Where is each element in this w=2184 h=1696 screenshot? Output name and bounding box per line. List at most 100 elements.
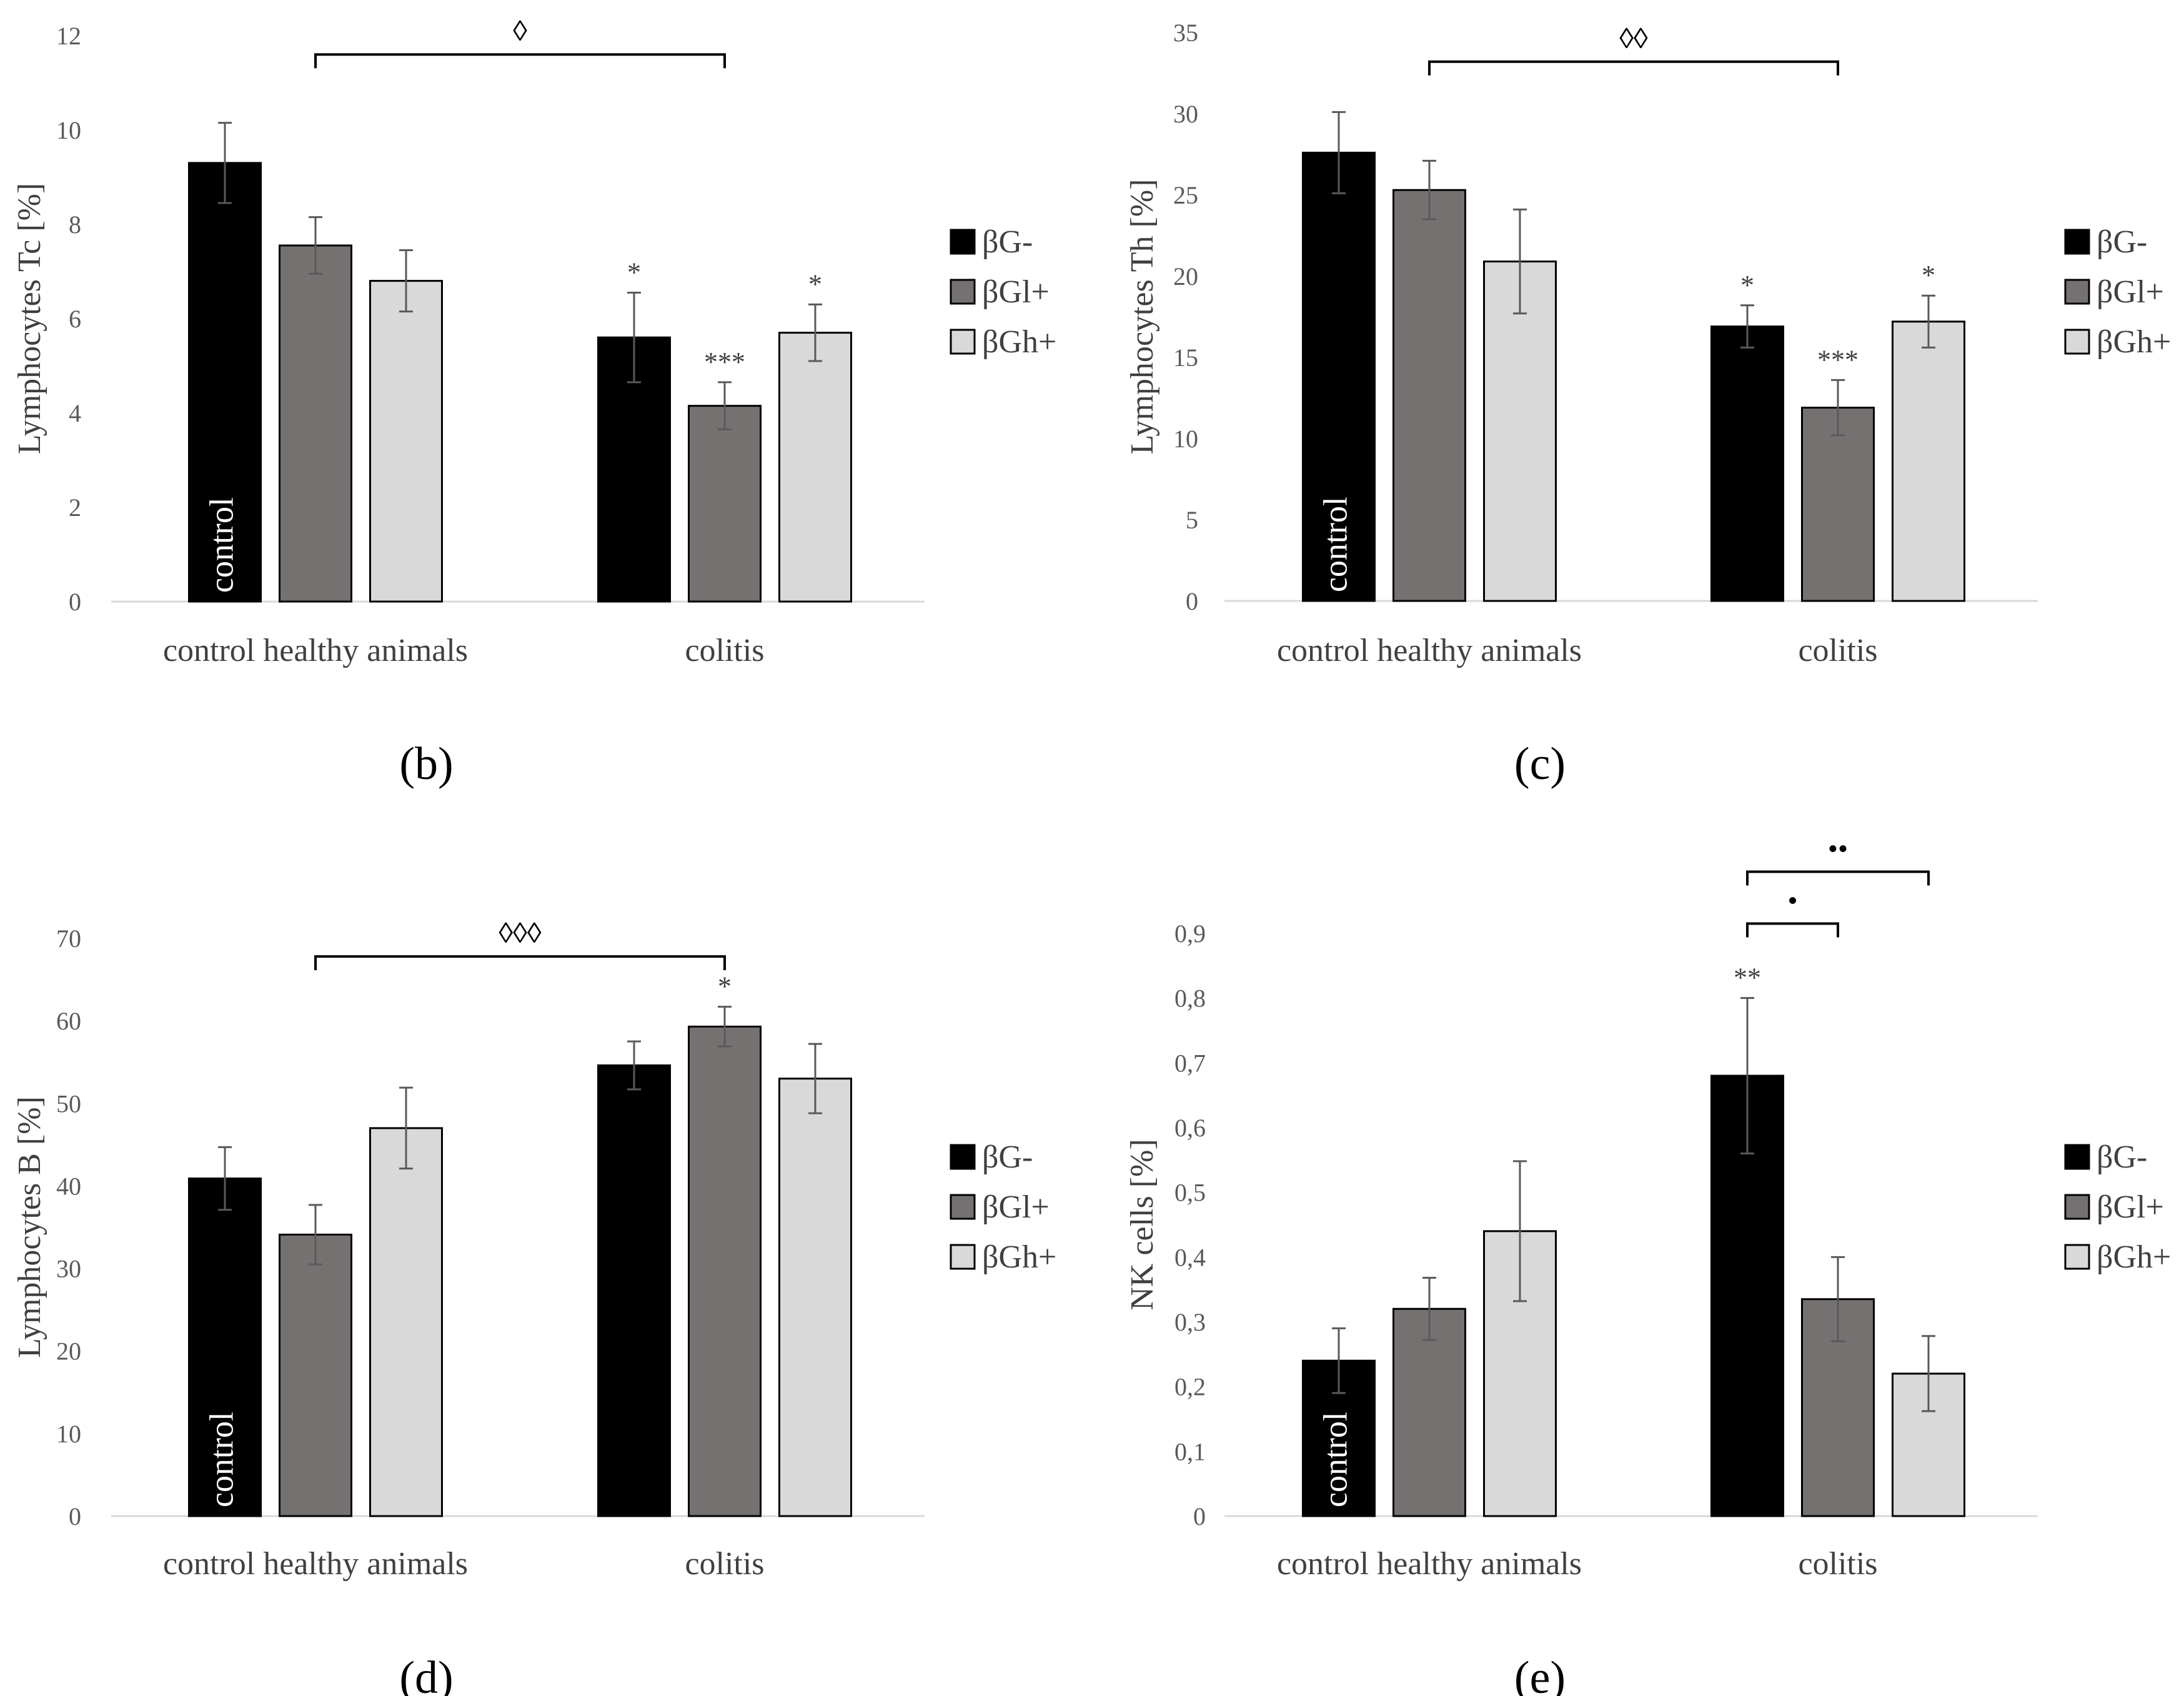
y-tick-label: 0: [69, 1502, 81, 1530]
y-axis-label: Lymphocytes Tc [%]: [12, 183, 47, 454]
bar-b-c1-s1: [688, 405, 762, 603]
legend-label: βGh+: [2097, 324, 2171, 360]
legend-swatch: [2064, 279, 2090, 305]
bar-c-c0-s2: [1483, 260, 1557, 602]
legend-label: βGl+: [982, 274, 1050, 310]
comparison-bracket: [1746, 922, 1839, 938]
y-tick-label: 5: [1186, 506, 1198, 534]
legend-label: βGh+: [2097, 1239, 2171, 1275]
legend-label: βG-: [982, 224, 1033, 260]
legend-swatch: [950, 329, 976, 355]
y-tick-label: 0,8: [1174, 984, 1206, 1013]
x-category-label: control healthy animals: [163, 1546, 468, 1582]
legend-swatch: [950, 279, 976, 305]
significance-star: *: [808, 269, 822, 299]
x-category-label: control healthy animals: [1277, 633, 1582, 668]
panel-label: (c): [1514, 738, 1566, 790]
legend-swatch: [950, 229, 976, 255]
legend-swatch: [2064, 1144, 2090, 1170]
comparison-symbol: ◊: [513, 15, 527, 47]
x-category-label: colitis: [685, 1546, 764, 1582]
comparison-symbol: •: [1787, 884, 1797, 916]
bar-c-c1-s1: [1801, 407, 1875, 602]
chart-panel-c: 0 5 10 15 20 25 30 35 Lymphocytes Th [%] control …: [1124, 19, 2171, 790]
bar-d-c1-s1: [688, 1025, 762, 1517]
y-tick-label: 0: [69, 588, 81, 616]
x-category-label: colitis: [1798, 1546, 1877, 1582]
legend-label: βGl+: [2097, 1189, 2164, 1225]
y-tick-label: 0,2: [1174, 1373, 1206, 1401]
bar-b-c1-s2: [778, 332, 852, 603]
legend-swatch: [950, 1244, 976, 1270]
comparison-bracket: [314, 53, 726, 69]
x-category-label: control healthy animals: [163, 633, 468, 668]
y-tick-label: 0,3: [1174, 1308, 1206, 1336]
comparison-bracket: [314, 955, 726, 971]
significance-star: *: [1740, 270, 1754, 300]
x-category-label: colitis: [685, 633, 764, 668]
bar-inside-label: control: [1316, 1412, 1354, 1507]
legend-label: βGl+: [2097, 274, 2164, 310]
y-tick-label: 0: [1193, 1502, 1206, 1530]
bar-c-c1-s2: [1892, 320, 1965, 602]
y-tick-label: 10: [56, 116, 81, 144]
y-tick-label: 0: [1186, 587, 1198, 615]
legend-swatch: [2064, 1244, 2090, 1270]
legend-swatch: [2064, 329, 2090, 355]
bar-b-c0-s0: [188, 162, 262, 603]
significance-star: **: [1734, 963, 1761, 993]
bar-inside-label: control: [202, 1412, 240, 1507]
comparison-bracket: [1746, 870, 1930, 886]
bar-b-c0-s2: [369, 280, 443, 603]
comparison-symbol: ◊◊◊: [499, 917, 541, 949]
y-tick-label: 4: [69, 399, 81, 427]
significance-star: *: [627, 257, 641, 287]
y-tick-label: 50: [56, 1089, 81, 1118]
y-tick-label: 0,5: [1174, 1179, 1206, 1207]
y-tick-label: 0,7: [1174, 1049, 1206, 1077]
legend-label: βG-: [2097, 1139, 2147, 1175]
bar-d-c0-s1: [279, 1233, 352, 1517]
legend-swatch: [2064, 1194, 2090, 1220]
y-tick-label: 30: [56, 1255, 81, 1283]
legend-swatch: [2064, 229, 2090, 255]
comparison-symbol: ◊◊: [1619, 22, 1648, 54]
significance-star: ***: [1817, 344, 1859, 375]
y-tick-label: 25: [1173, 181, 1198, 209]
bar-b-c0-s1: [279, 244, 352, 603]
bar-c-c0-s0: [1302, 151, 1376, 602]
y-tick-label: 0,9: [1174, 920, 1206, 948]
bar-d-c1-s0: [597, 1064, 671, 1517]
y-tick-label: 35: [1173, 19, 1198, 47]
y-tick-label: 40: [56, 1172, 81, 1200]
y-tick-label: 6: [69, 305, 81, 333]
significance-star: ***: [704, 347, 745, 377]
bar-d-c0-s2: [369, 1127, 443, 1517]
bar-d-c1-s2: [778, 1078, 852, 1517]
bar-inside-label: control: [1316, 497, 1354, 592]
legend-label: βGh+: [982, 1239, 1056, 1275]
y-axis-label: Lymphocytes Th [%]: [1124, 179, 1160, 455]
chart-panel-e: 0 0,1 0,2 0,3 0,4 0,5 0,6 0,7 0,8 0,9 NK cells [%]…: [1124, 833, 2171, 1696]
y-tick-label: 30: [1173, 100, 1198, 128]
y-tick-label: 20: [56, 1337, 81, 1366]
bar-inside-label: control: [202, 497, 240, 593]
legend-label: βGl+: [982, 1189, 1050, 1225]
y-tick-label: 0,6: [1174, 1114, 1206, 1142]
y-tick-label: 10: [56, 1420, 81, 1448]
legend-label: βGh+: [982, 324, 1056, 360]
chart-panel-d: 0 10 20 30 40 50 60 70 Lymphocytes B [%] control …: [12, 917, 1056, 1696]
y-tick-label: 10: [1173, 425, 1198, 453]
panel-label: (e): [1514, 1652, 1566, 1696]
legend-label: βG-: [2097, 224, 2147, 260]
y-tick-label: 70: [56, 925, 81, 953]
comparison-symbol: ••: [1828, 833, 1848, 865]
y-tick-label: 0,4: [1174, 1243, 1206, 1271]
y-tick-label: 12: [56, 22, 81, 50]
y-axis-label: Lymphocytes B [%]: [12, 1096, 47, 1358]
comparison-bracket: [1428, 60, 1839, 76]
y-tick-label: 20: [1173, 262, 1198, 290]
x-category-label: control healthy animals: [1277, 1546, 1582, 1582]
panel-label: (b): [399, 738, 453, 790]
legend-swatch: [950, 1144, 976, 1170]
